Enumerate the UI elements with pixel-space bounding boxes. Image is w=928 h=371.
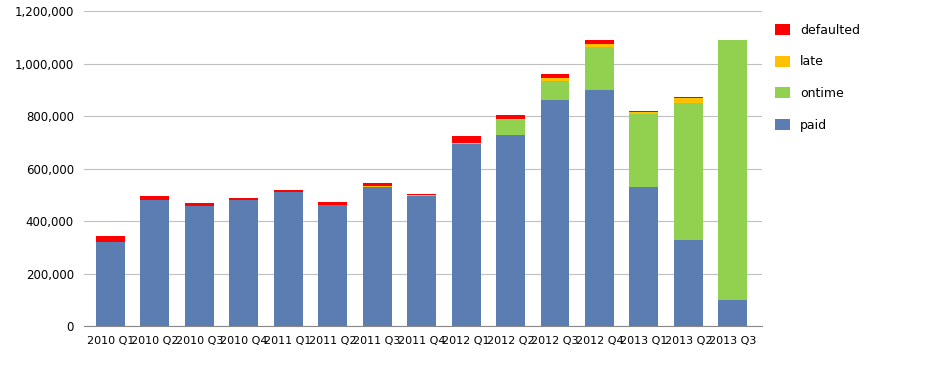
Bar: [629, 114, 658, 187]
Bar: [362, 186, 391, 187]
Bar: [585, 90, 613, 326]
Bar: [673, 98, 702, 103]
Bar: [451, 144, 480, 326]
Bar: [140, 196, 169, 200]
Bar: [540, 78, 569, 81]
Bar: [629, 187, 658, 326]
Bar: [362, 187, 391, 326]
Bar: [496, 135, 524, 326]
Bar: [540, 101, 569, 326]
Bar: [540, 74, 569, 78]
Bar: [274, 193, 303, 326]
Bar: [229, 200, 258, 326]
Bar: [496, 120, 524, 135]
Bar: [585, 44, 613, 47]
Bar: [451, 142, 480, 144]
Bar: [406, 194, 435, 195]
Bar: [96, 236, 124, 242]
Bar: [451, 136, 480, 142]
Bar: [406, 195, 435, 196]
Bar: [318, 205, 347, 326]
Bar: [496, 119, 524, 120]
Bar: [673, 240, 702, 326]
Bar: [96, 242, 124, 326]
Bar: [406, 196, 435, 326]
Bar: [362, 183, 391, 186]
Bar: [629, 111, 658, 112]
Bar: [318, 203, 347, 205]
Bar: [496, 115, 524, 119]
Bar: [185, 206, 213, 326]
Bar: [585, 40, 613, 44]
Bar: [274, 190, 303, 193]
Legend: defaulted, late, ontime, paid: defaulted, late, ontime, paid: [774, 24, 859, 132]
Bar: [585, 47, 613, 90]
Bar: [540, 81, 569, 101]
Bar: [140, 200, 169, 326]
Bar: [717, 300, 746, 326]
Bar: [673, 96, 702, 98]
Bar: [229, 198, 258, 200]
Bar: [629, 112, 658, 114]
Bar: [185, 203, 213, 206]
Bar: [717, 40, 746, 300]
Bar: [673, 103, 702, 240]
